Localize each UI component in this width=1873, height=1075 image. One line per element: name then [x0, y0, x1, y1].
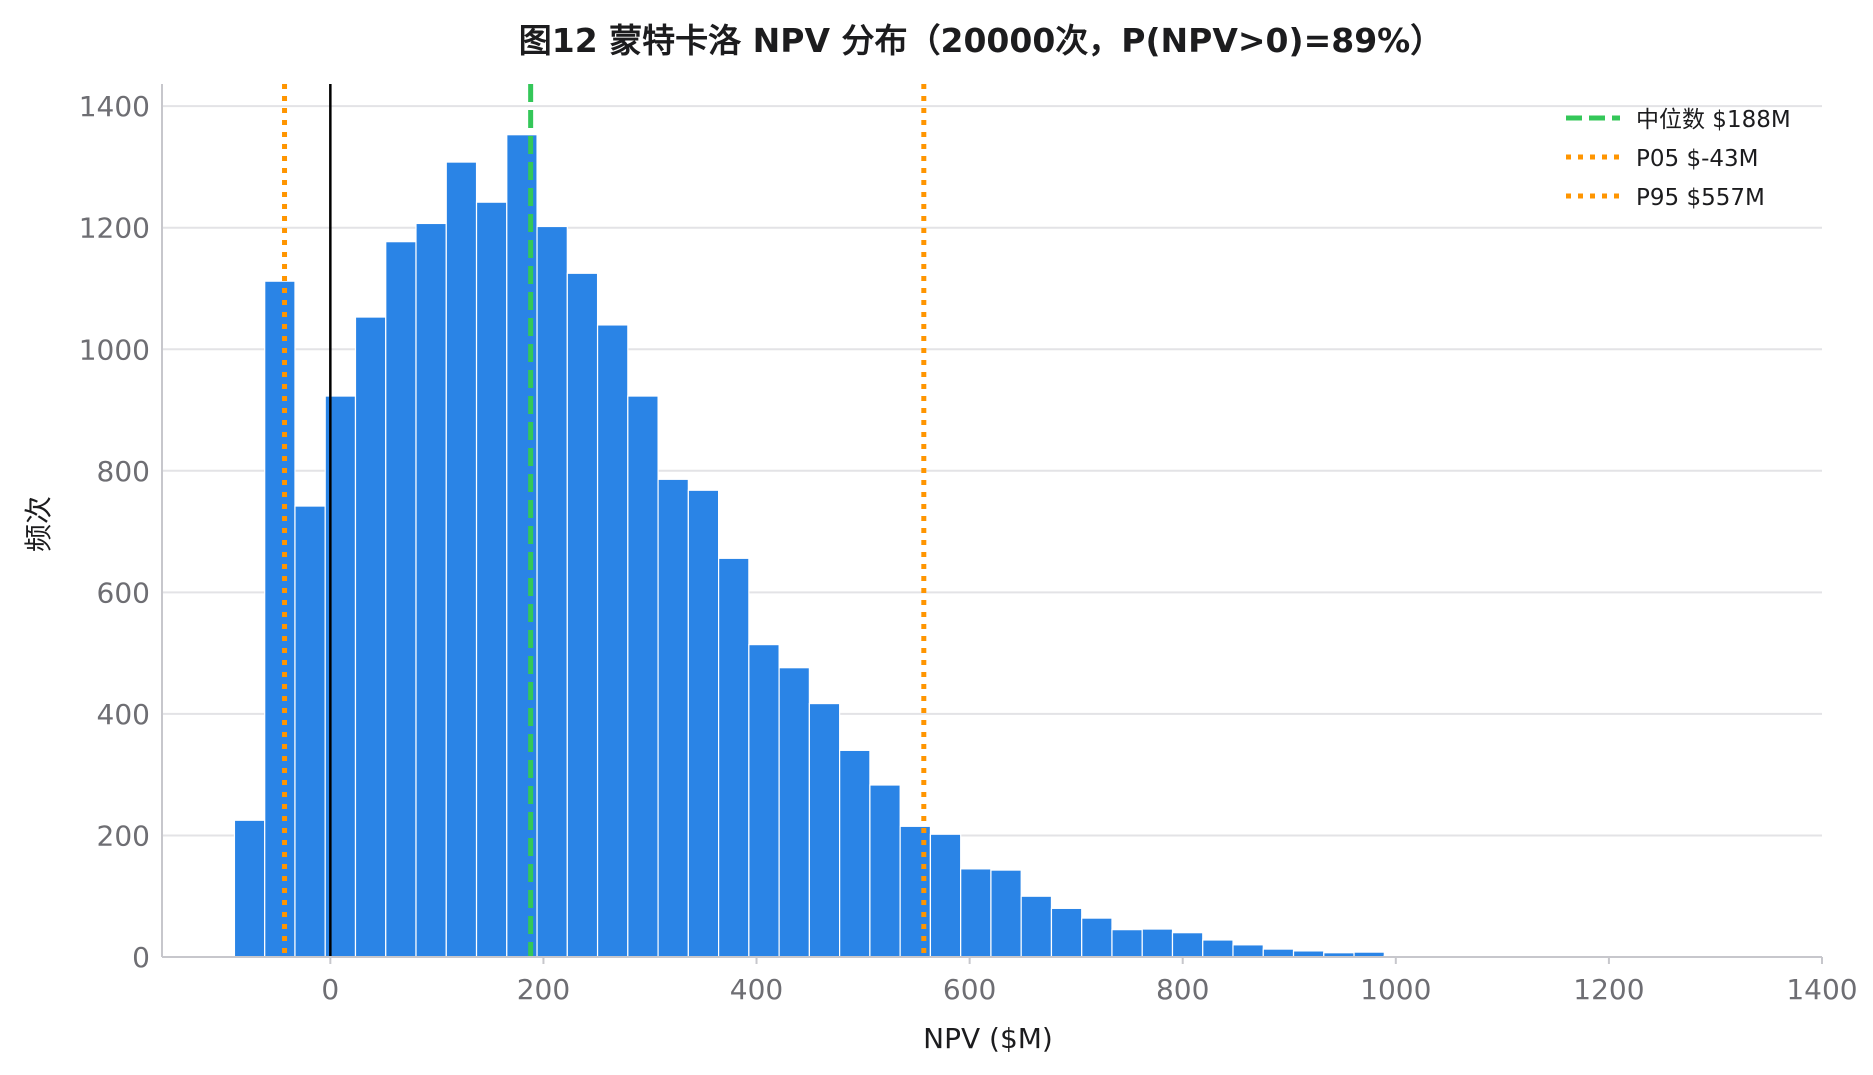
axis-layer [161, 84, 1823, 964]
y-tick-label-200: 200 [97, 819, 150, 852]
histogram-bar [1020, 895, 1053, 958]
histogram-bar [718, 557, 750, 958]
histogram-bar [1050, 907, 1083, 958]
histogram-bar [264, 280, 296, 958]
histogram-bar [960, 868, 992, 958]
x-tick-label-0: 0 [321, 973, 339, 1006]
x-tick-label-800: 800 [1156, 973, 1209, 1006]
y-tick-label-1400: 1400 [79, 90, 150, 123]
histogram-bar [354, 316, 387, 958]
y-tick-label-1000: 1000 [79, 333, 150, 366]
chart-title: 图12 蒙特卡洛 NPV 分布（20000次，P(NPV>0)=89%） [519, 21, 1443, 60]
histogram-bar [1171, 932, 1204, 958]
legend: 中位数 $188M P05 $-43M P95 $557M [1566, 107, 1791, 211]
histogram-bar [990, 869, 1022, 958]
histogram-bar [1262, 948, 1295, 958]
y-tick-label-1200: 1200 [79, 212, 150, 245]
y-tick-label-600: 600 [97, 576, 150, 609]
histogram-bar [839, 749, 871, 958]
x-tick-label-1000: 1000 [1360, 973, 1431, 1006]
y-axis-label: 频次 [22, 496, 55, 552]
histogram-bar [869, 784, 901, 958]
x-tick-label-400: 400 [730, 973, 783, 1006]
y-tick-label-800: 800 [97, 455, 150, 488]
histogram-bar [778, 667, 810, 958]
histogram-bar [1081, 917, 1113, 958]
y-tick-label-0: 0 [132, 941, 150, 974]
bar-layer [233, 134, 1416, 958]
histogram-bar [748, 644, 780, 958]
histogram-bar [1202, 939, 1234, 958]
tick-label-layer: 0 200 400 600 800 1000 1200 1400 0 200 400 600 800 10… [79, 90, 1858, 1006]
histogram-bar [294, 505, 326, 958]
histogram-bar [415, 222, 447, 958]
y-tick-label-400: 400 [97, 698, 150, 731]
legend-label-p05: P05 $-43M [1636, 146, 1759, 172]
x-tick-label-1400: 1400 [1786, 973, 1857, 1006]
histogram-bar [566, 272, 599, 958]
histogram-bar [1232, 944, 1264, 958]
x-tick-label-1200: 1200 [1573, 973, 1644, 1006]
histogram-bar [475, 201, 508, 958]
histogram-bar [627, 395, 659, 958]
histogram-bar [536, 225, 568, 958]
histogram-bar [233, 819, 266, 958]
histogram-bar [657, 478, 689, 958]
histogram-bar [1111, 929, 1143, 958]
x-tick-label-200: 200 [517, 973, 570, 1006]
histogram-bar [808, 702, 841, 958]
reference-line-layer [282, 84, 927, 957]
histogram-bar [1141, 928, 1174, 958]
x-axis-label: NPV ($M) [923, 1022, 1053, 1055]
legend-label-p95: P95 $557M [1636, 185, 1765, 211]
histogram-bar [596, 324, 629, 958]
histogram-bar [687, 489, 720, 958]
histogram-bar [929, 833, 962, 958]
x-tick-label-600: 600 [943, 973, 996, 1006]
histogram-bar [506, 134, 538, 958]
histogram-bar [445, 161, 478, 958]
legend-label-median: 中位数 $188M [1636, 107, 1791, 133]
histogram-bar [385, 241, 417, 958]
